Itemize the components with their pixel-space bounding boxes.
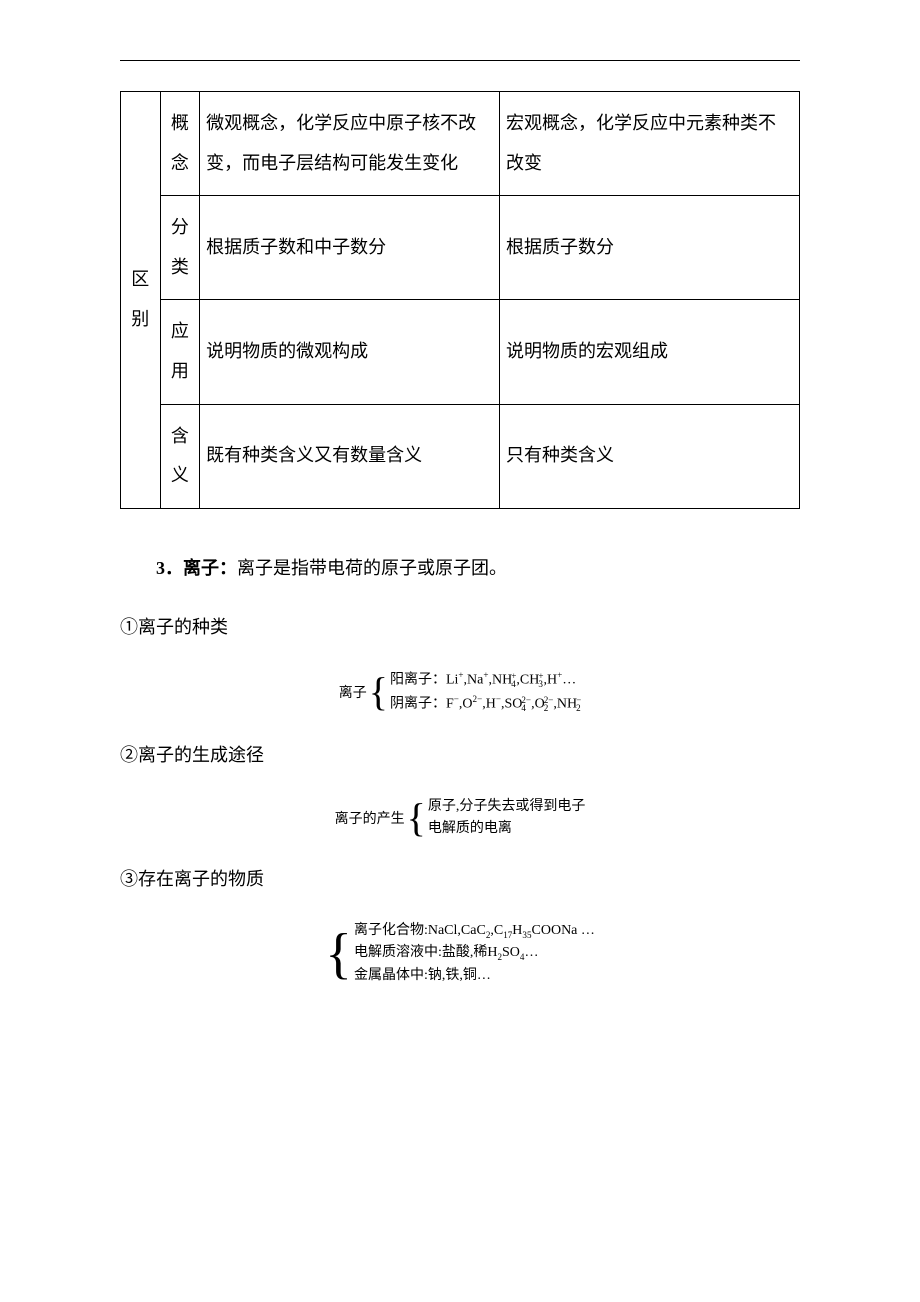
row-label-char: 类 [167,248,194,288]
section-num: 3． [156,558,183,578]
cell: 说明物质的宏观组成 [500,300,800,404]
cell: 说明物质的微观构成 [200,300,500,404]
subsection-1-heading: ①离子的种类 [120,608,800,648]
cell: 根据质子数分 [500,196,800,300]
ion-type-line: 阳离子：Li+,Na+,NH+4,CH+3,H+… [390,668,581,692]
subsection-2-heading: ②离子的生成途径 [120,736,800,776]
ion-types-formula: 离子 { 阳离子：Li+,Na+,NH+4,CH+3,H+… 阴离子：F−,O2… [120,668,800,716]
row-label: 含 义 [160,404,200,508]
table-row: 含 义 既有种类含义又有数量含义 只有种类含义 [121,404,800,508]
row-label-char: 念 [167,144,194,184]
row-label-char: 分 [167,208,194,248]
row-label-char: 义 [167,456,194,496]
section-body: 离子是指带电荷的原子或原子团。 [237,558,507,578]
brace-label: 离子 [339,668,369,716]
cell: 宏观概念，化学反应中元素种类不改变 [500,92,800,196]
left-brace-icon: { [325,920,352,987]
substance-line: 电解质溶液中:盐酸,稀H2SO4… [354,942,595,964]
row-label: 应 用 [160,300,200,404]
table-row: 区 别 概 念 微观概念，化学反应中原子核不改变，而电子层结构可能发生变化 宏观… [121,92,800,196]
row-group-char: 别 [127,300,154,340]
cell: 微观概念，化学反应中原子核不改变，而电子层结构可能发生变化 [200,92,500,196]
cell: 既有种类含义又有数量含义 [200,404,500,508]
table-row: 应 用 说明物质的微观构成 说明物质的宏观组成 [121,300,800,404]
section-title: 离子： [183,558,237,578]
left-brace-icon: { [407,796,426,841]
ion-label: 阳离子： [390,673,446,688]
row-label-char: 应 [167,312,194,352]
row-label-char: 概 [167,104,194,144]
row-group-header: 区 别 [121,92,161,509]
row-label-char: 含 [167,417,194,457]
horizontal-rule [120,60,800,61]
section-3-heading: 3．离子：离子是指带电荷的原子或原子团。 [120,549,800,589]
left-brace-icon: { [369,668,388,716]
substance-line: 金属晶体中:钠,铁,铜… [354,965,595,987]
cell: 根据质子数和中子数分 [200,196,500,300]
row-label: 分 类 [160,196,200,300]
table-row: 分 类 根据质子数和中子数分 根据质子数分 [121,196,800,300]
ion-type-line: 阴离子：F−,O2−,H−,SO2−4,O2−2,NH−2 [390,692,581,716]
ion-label: 阴离子： [390,697,446,712]
row-label: 概 念 [160,92,200,196]
subsection-3-heading: ③存在离子的物质 [120,860,800,900]
substance-line: 离子化合物:NaCl,CaC2,C17H35COONa … [354,920,595,942]
generation-line: 电解质的电离 [428,818,586,840]
cell: 只有种类含义 [500,404,800,508]
row-group-char: 区 [127,260,154,300]
ion-generation-formula: 离子的产生 { 原子,分子失去或得到电子 电解质的电离 [120,796,800,841]
row-label-char: 用 [167,352,194,392]
comparison-table: 区 别 概 念 微观概念，化学反应中原子核不改变，而电子层结构可能发生变化 宏观… [120,91,800,509]
generation-line: 原子,分子失去或得到电子 [428,796,586,818]
brace-label: 离子的产生 [335,796,407,841]
ion-substances-formula: { 离子化合物:NaCl,CaC2,C17H35COONa … 电解质溶液中:盐… [120,920,800,987]
